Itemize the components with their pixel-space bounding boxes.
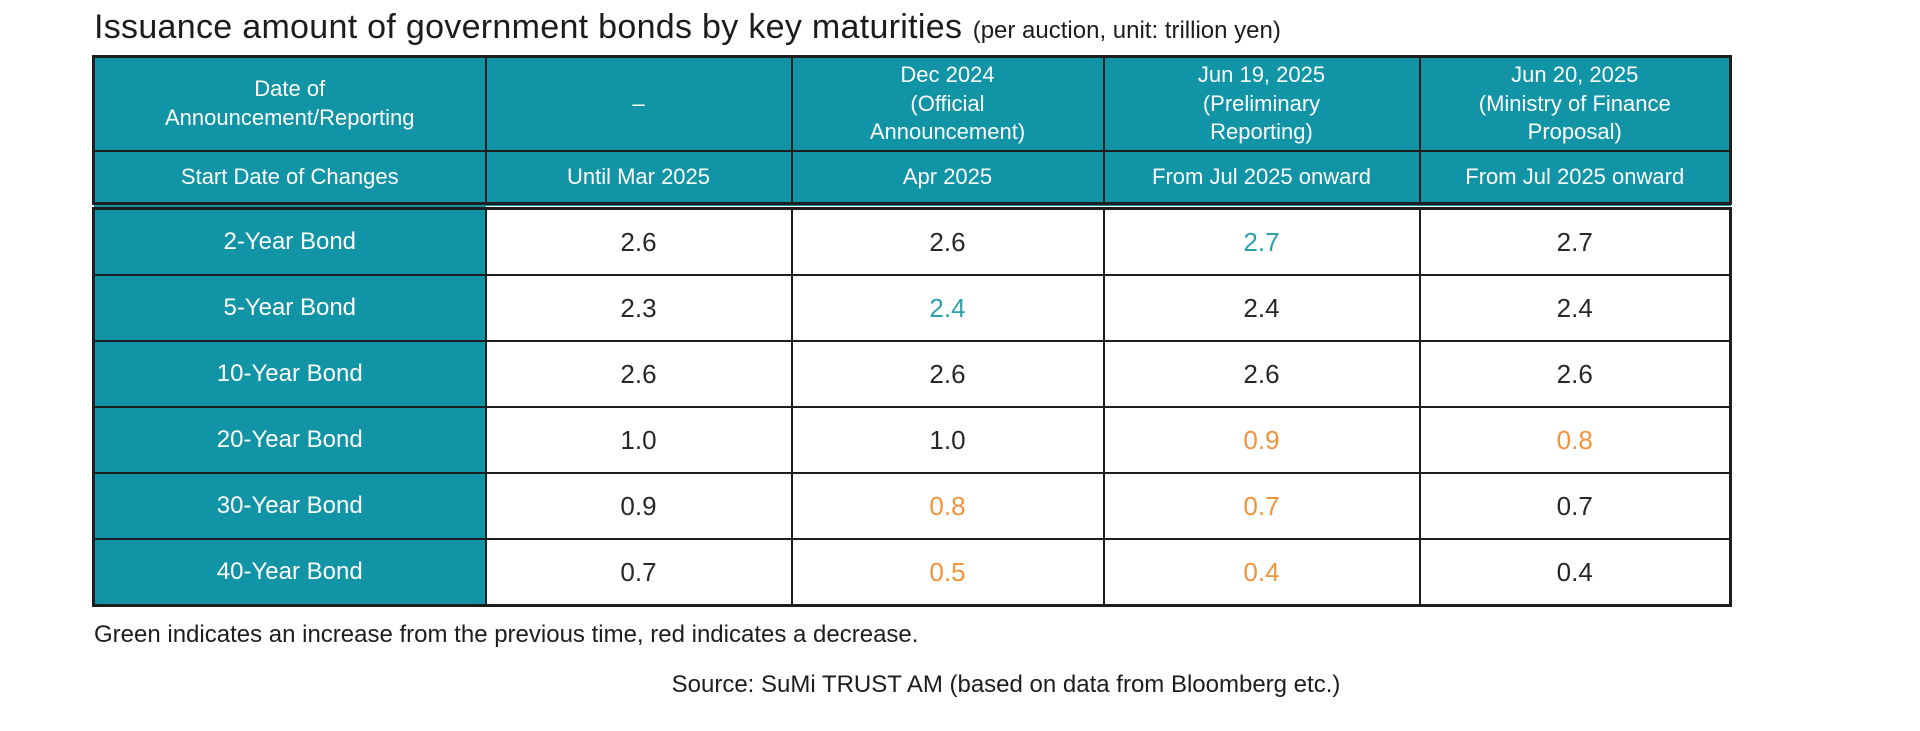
table-row-40-year: 40-Year Bond 0.7 0.5 0.4 0.4 xyxy=(92,538,1732,607)
page: Issuance amount of government bonds by k… xyxy=(92,8,1920,698)
row-header: 2-Year Bond xyxy=(92,205,487,276)
header-cell-announcement-label: Date of Announcement/Reporting xyxy=(92,55,487,152)
header-row-start-date: Start Date of Changes Until Mar 2025 Apr… xyxy=(92,150,1732,210)
value-cell: 0.8 xyxy=(1418,406,1732,474)
value-cell: 2.6 xyxy=(1102,340,1421,408)
header-cell-dec-2024: Dec 2024 (Official Announcement) xyxy=(790,55,1105,152)
value-cell: 2.6 xyxy=(484,205,793,276)
header-cell-from-jul-2025-b: From Jul 2025 onward xyxy=(1418,150,1732,210)
table-row-2-year: 2-Year Bond 2.6 2.6 2.7 2.7 xyxy=(92,205,1732,276)
value-cell: 2.7 xyxy=(1102,205,1421,276)
figure-title: Issuance amount of government bonds by k… xyxy=(94,8,1920,47)
value-cell: 2.6 xyxy=(790,340,1105,408)
value-cell: 2.6 xyxy=(1418,340,1732,408)
value-cell: 2.4 xyxy=(1418,274,1732,342)
header-cell-until-mar-2025: Until Mar 2025 xyxy=(484,150,793,210)
row-header: 10-Year Bond xyxy=(92,340,487,408)
bond-issuance-table: Date of Announcement/Reporting – Dec 202… xyxy=(92,55,1732,607)
value-cell: 1.0 xyxy=(790,406,1105,474)
header-cell-jun-20-2025: Jun 20, 2025 (Ministry of Finance Propos… xyxy=(1418,55,1732,152)
value-cell: 2.6 xyxy=(790,205,1105,276)
value-cell: 2.6 xyxy=(484,340,793,408)
header-row-announcement-date: Date of Announcement/Reporting – Dec 202… xyxy=(92,55,1732,152)
header-cell-apr-2025: Apr 2025 xyxy=(790,150,1105,210)
value-cell: 0.9 xyxy=(484,472,793,540)
title-unit-text: (per auction, unit: trillion yen) xyxy=(972,17,1281,44)
value-cell: 2.4 xyxy=(790,274,1105,342)
value-cell: 0.7 xyxy=(1418,472,1732,540)
value-cell: 0.9 xyxy=(1102,406,1421,474)
header-cell-jun-19-2025: Jun 19, 2025 (Preliminary Reporting) xyxy=(1102,55,1421,152)
source-note: Source: SuMi TRUST AM (based on data fro… xyxy=(671,671,1341,698)
value-cell: 2.7 xyxy=(1418,205,1732,276)
table-row-5-year: 5-Year Bond 2.3 2.4 2.4 2.4 xyxy=(92,274,1732,342)
row-header: 40-Year Bond xyxy=(92,538,487,607)
value-cell: 2.4 xyxy=(1102,274,1421,342)
legend-note: Green indicates an increase from the pre… xyxy=(94,621,919,648)
value-cell: 0.7 xyxy=(1102,472,1421,540)
value-cell: 0.8 xyxy=(790,472,1105,540)
header-cell-from-jul-2025-a: From Jul 2025 onward xyxy=(1102,150,1421,210)
table-row-20-year: 20-Year Bond 1.0 1.0 0.9 0.8 xyxy=(92,406,1732,474)
row-header: 30-Year Bond xyxy=(92,472,487,540)
title-text: Issuance amount of government bonds by k… xyxy=(94,8,963,46)
value-cell: 2.3 xyxy=(484,274,793,342)
value-cell: 0.4 xyxy=(1418,538,1732,607)
table-row-30-year: 30-Year Bond 0.9 0.8 0.7 0.7 xyxy=(92,472,1732,540)
value-cell: 0.7 xyxy=(484,538,793,607)
value-cell: 1.0 xyxy=(484,406,793,474)
header-cell-start-date-label: Start Date of Changes xyxy=(92,150,487,210)
value-cell: 0.5 xyxy=(790,538,1105,607)
table-row-10-year: 10-Year Bond 2.6 2.6 2.6 2.6 xyxy=(92,340,1732,408)
row-header: 20-Year Bond xyxy=(92,406,487,474)
value-cell: 0.4 xyxy=(1102,538,1421,607)
header-cell-dash: – xyxy=(484,55,793,152)
row-header: 5-Year Bond xyxy=(92,274,487,342)
